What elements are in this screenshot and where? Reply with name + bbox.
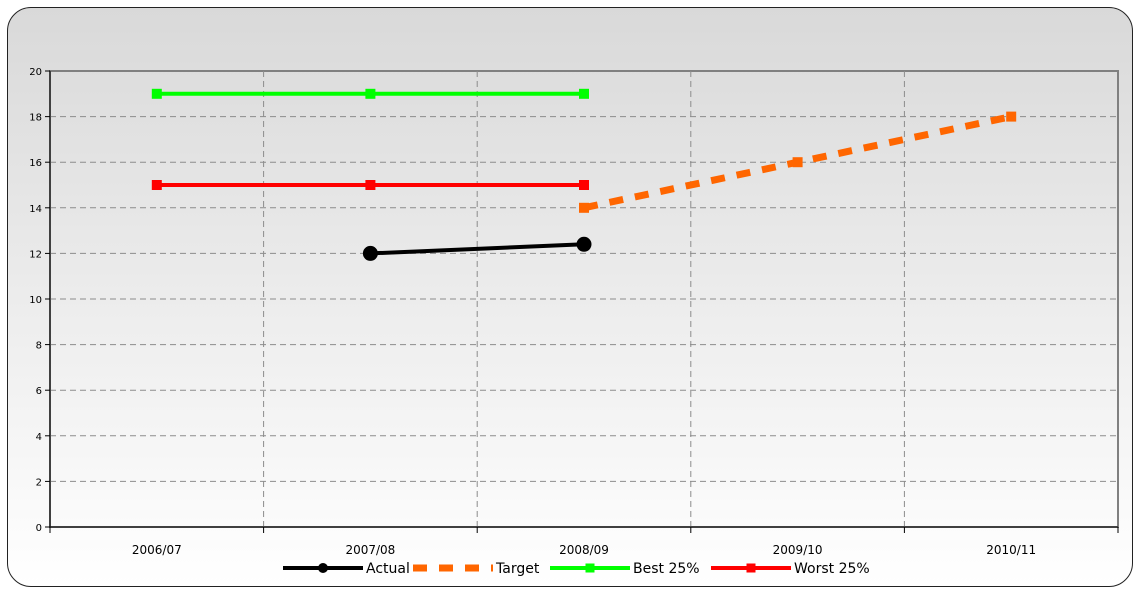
- data-point-target: [579, 202, 589, 213]
- line-chart: 0 2 4 6 8 10 12 14 16 18 20 2006/07 2007/08 2008/09 20…: [29, 67, 1119, 577]
- series-best-25: [151, 88, 589, 99]
- data-point-best-25: [579, 88, 589, 99]
- y-tick-label: 12: [29, 249, 42, 260]
- y-tick-label: 18: [29, 113, 42, 124]
- y-tick-label: 10: [29, 295, 42, 306]
- legend: Actual Target Best 25% Worst 25%: [283, 561, 870, 577]
- x-tick-label: 2010/11: [986, 543, 1036, 557]
- legend-label-target: Target: [495, 561, 540, 577]
- legend-marker-worst-25: [746, 563, 756, 573]
- axes: 0 2 4 6 8 10 12 14 16 18 20 2006/07 2007/08 2008/09 20…: [29, 67, 1119, 557]
- series-actual: [362, 236, 592, 261]
- y-tick-label: 20: [29, 67, 42, 78]
- data-point-actual: [362, 245, 378, 261]
- chart-frame: 0 2 4 6 8 10 12 14 16 18 20 2006/07 2007/08 2008/09 20…: [7, 7, 1133, 587]
- data-point-target: [1006, 111, 1017, 122]
- legend-item-worst-25: Worst 25%: [711, 561, 870, 577]
- series-target: [579, 111, 1017, 213]
- legend-item-actual: Actual: [283, 561, 410, 577]
- gridlines: [50, 71, 1118, 527]
- data-point-worst-25: [151, 180, 162, 190]
- data-point-best-25: [151, 88, 162, 99]
- data-point-worst-25: [365, 180, 376, 190]
- y-tick-label: 6: [36, 386, 42, 397]
- x-tick-label: 2007/08: [345, 543, 395, 557]
- y-tick-label: 2: [36, 477, 42, 488]
- y-tick-label: 14: [29, 204, 42, 215]
- legend-marker-best-25: [585, 563, 595, 573]
- y-tick-label: 16: [29, 158, 42, 169]
- data-point-best-25: [365, 88, 376, 99]
- legend-label-best-25: Best 25%: [633, 561, 700, 577]
- legend-label-worst-25: Worst 25%: [794, 561, 870, 577]
- legend-item-best-25: Best 25%: [550, 561, 700, 577]
- series-line-actual: [370, 242, 585, 256]
- y-tick-label: 0: [36, 523, 42, 534]
- y-tick-label: 4: [36, 432, 42, 443]
- x-tick-label: 2009/10: [773, 543, 823, 557]
- series-worst-25: [151, 180, 589, 190]
- legend-item-target: Target: [413, 561, 540, 577]
- data-point-target: [792, 157, 803, 168]
- series-layer: [151, 88, 1017, 261]
- data-point-worst-25: [579, 180, 589, 190]
- x-tick-label: 2008/09: [559, 543, 609, 557]
- data-point-actual: [576, 236, 592, 252]
- legend-marker-actual: [318, 563, 328, 573]
- y-tick-label: 8: [36, 341, 42, 352]
- x-tick-label: 2006/07: [132, 543, 182, 557]
- legend-label-actual: Actual: [366, 561, 410, 577]
